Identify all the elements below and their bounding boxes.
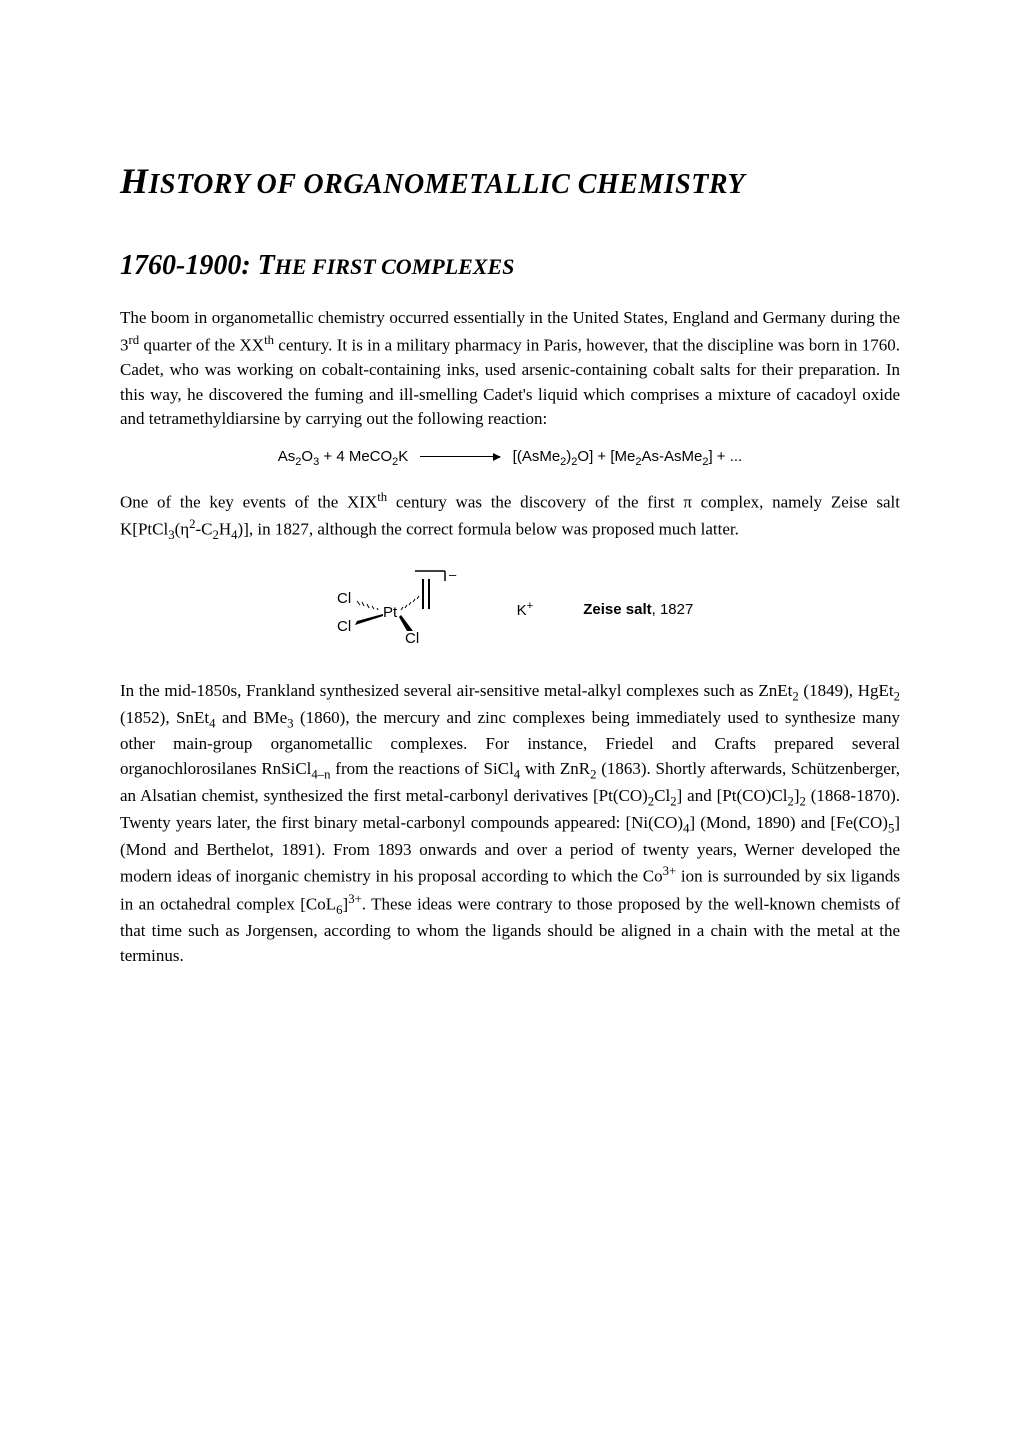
k-cation: K+ bbox=[517, 600, 534, 619]
section-cap: T bbox=[258, 250, 275, 281]
p3-c: (1852), SnEt bbox=[120, 708, 209, 727]
eq-asasme: As-AsMe bbox=[641, 448, 702, 465]
p3-j: ] and [Pt(CO)Cl bbox=[677, 786, 788, 805]
title-rest: ISTORY OF ORGANOMETALLIC CHEMISTRY bbox=[149, 169, 746, 200]
k-label: K bbox=[517, 602, 527, 619]
p1-b: quarter of the bbox=[139, 335, 239, 354]
svg-text:Cl: Cl bbox=[405, 630, 419, 647]
eq-k: K bbox=[398, 448, 408, 465]
eq-meco: + 4 MeCO bbox=[319, 448, 392, 465]
p3s5: 4–n bbox=[311, 767, 330, 781]
paragraph-1: The boom in organometallic chemistry occ… bbox=[120, 306, 900, 432]
p3-a: In the mid-1850s, Frankland synthesized … bbox=[120, 681, 792, 700]
p3-d: and BMe bbox=[216, 708, 288, 727]
svg-text:Pt: Pt bbox=[383, 604, 398, 621]
p3-b: (1849), HgEt bbox=[799, 681, 894, 700]
p3-i: Cl bbox=[654, 786, 670, 805]
paragraph-3: In the mid-1850s, Frankland synthesized … bbox=[120, 679, 900, 969]
zeise-svg-icon: – Pt Cl Cl Cl bbox=[327, 565, 467, 655]
reaction-arrow-icon bbox=[420, 456, 500, 457]
section-year: 1760-1900: bbox=[120, 250, 258, 281]
section-title: 1760-1900: THE FIRST COMPLEXES bbox=[120, 250, 900, 282]
p3s16: 3+ bbox=[348, 892, 362, 906]
svg-text:Cl: Cl bbox=[337, 590, 351, 607]
xx: XX bbox=[240, 335, 265, 354]
p3-f: from the reactions of SiCl bbox=[331, 759, 514, 778]
sup-th: th bbox=[264, 333, 274, 347]
sup-rd: rd bbox=[129, 333, 140, 347]
title-cap: H bbox=[120, 161, 149, 201]
p2-a: One of the key events of the bbox=[120, 493, 347, 512]
section-rest: HE FIRST COMPLEXES bbox=[275, 254, 515, 279]
zeise-year: , 1827 bbox=[652, 601, 694, 618]
chapter-title: HISTORY OF ORGANOMETALLIC CHEMISTRY bbox=[120, 160, 900, 202]
zeise-salt-figure: – Pt Cl Cl Cl bbox=[120, 565, 900, 655]
p3s14: 3+ bbox=[663, 864, 677, 878]
p2-c: (η bbox=[175, 520, 190, 539]
p3-m: ] (Mond, 1890) and [Fe(CO) bbox=[689, 813, 888, 832]
p2-f: )], in 1827, although the correct formul… bbox=[238, 520, 739, 539]
svg-text:Cl: Cl bbox=[337, 618, 351, 635]
p2-d: -C bbox=[196, 520, 213, 539]
eq-o2: O] + [Me bbox=[577, 448, 635, 465]
zeise-structure-diagram: – Pt Cl Cl Cl bbox=[327, 565, 467, 655]
sup-th2: th bbox=[377, 490, 387, 504]
paragraph-2: One of the key events of the XIXth centu… bbox=[120, 488, 900, 545]
eq-asme: [(AsMe bbox=[513, 448, 561, 465]
svg-text:–: – bbox=[449, 567, 457, 582]
xix: XIX bbox=[347, 493, 377, 512]
eq-o: O bbox=[301, 448, 313, 465]
reaction-equation: As2O3 + 4 MeCO2K [(AsMe2)2O] + [Me2As-As… bbox=[120, 448, 900, 468]
p3-g: with ZnR bbox=[520, 759, 590, 778]
eq-as: As bbox=[278, 448, 296, 465]
p3s2: 2 bbox=[894, 689, 900, 703]
eq-end: ] + ... bbox=[708, 448, 742, 465]
k-plus: + bbox=[527, 600, 534, 612]
zeise-caption: Zeise salt, 1827 bbox=[583, 601, 693, 618]
p2-e: H bbox=[219, 520, 231, 539]
zeise-bold: Zeise salt bbox=[583, 601, 651, 618]
